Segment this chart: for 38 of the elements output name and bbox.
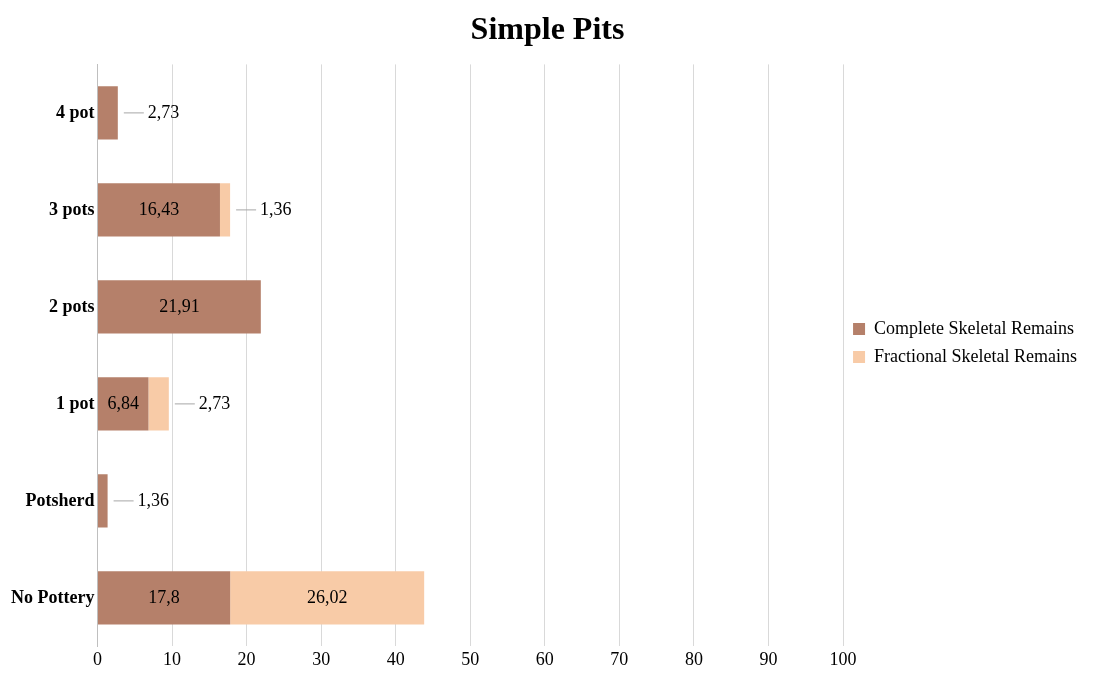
x-tick-label: 0: [92, 648, 102, 669]
data-label: 1,36: [260, 198, 292, 219]
x-tick-label: 50: [461, 648, 480, 669]
y-tick-label: No Pottery: [10, 586, 95, 607]
bar: [148, 377, 169, 431]
data-label: 16,43: [138, 198, 180, 219]
y-tick-label: 3 pots: [48, 198, 95, 219]
bar: [219, 183, 231, 237]
x-tick-label: 70: [610, 648, 629, 669]
data-label: 2,73: [198, 392, 231, 413]
y-tick-label: 2 pots: [48, 295, 95, 316]
data-label: 2,73: [147, 101, 180, 122]
bar: [97, 183, 220, 237]
legend-label: Fractional Skeletal Remains: [874, 345, 1077, 366]
legend-label: Complete Skeletal Remains: [874, 317, 1075, 338]
data-label: 1,36: [137, 489, 170, 510]
y-tick-label: 4 pot: [55, 101, 95, 122]
x-tick-label: 30: [312, 648, 331, 669]
x-tick-label: 20: [237, 648, 256, 669]
data-label: 26,02: [306, 586, 348, 607]
data-label: 6,84: [107, 392, 139, 413]
chart-title: Simple Pits: [470, 10, 625, 47]
x-tick-label: 80: [684, 648, 703, 669]
data-label: 21,91: [159, 295, 200, 316]
data-label: 17,8: [148, 586, 180, 607]
x-tick-label: 40: [386, 648, 405, 669]
x-tick-label: 10: [163, 648, 182, 669]
x-tick-label: 60: [535, 648, 554, 669]
bar: [230, 571, 425, 625]
bar: [97, 280, 261, 334]
bar: [97, 474, 108, 528]
bar: [97, 377, 149, 431]
y-tick-label: 1 pot: [55, 392, 95, 413]
bar: [97, 571, 231, 625]
x-tick-label: 90: [759, 648, 778, 669]
bar: [97, 86, 118, 140]
y-tick-label: Potsherd: [25, 489, 95, 510]
x-tick-label: 100: [829, 648, 857, 669]
